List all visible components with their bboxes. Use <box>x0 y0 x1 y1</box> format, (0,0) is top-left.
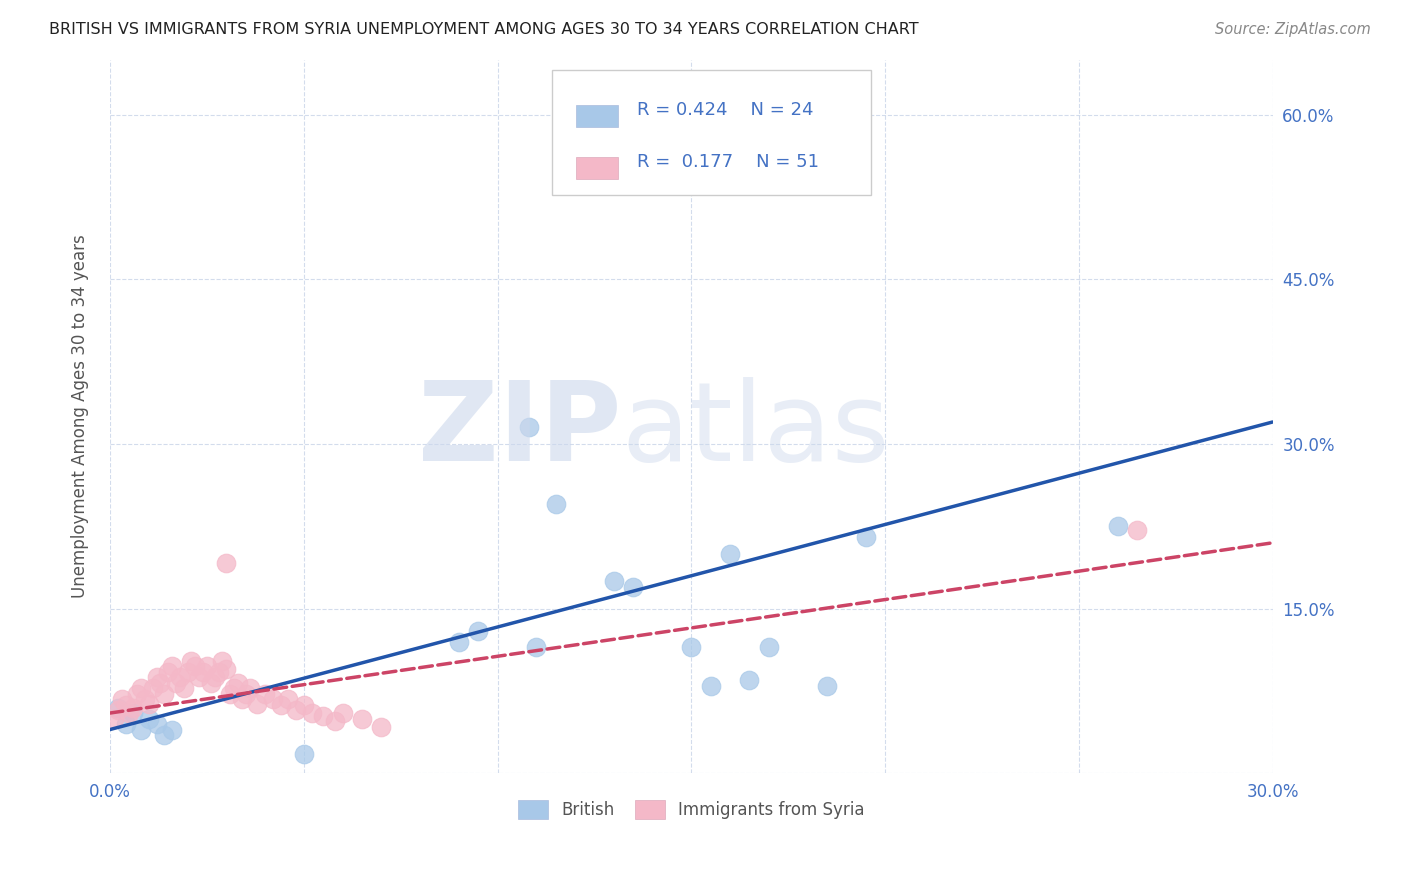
Point <box>165 676 187 690</box>
Point <box>215 662 238 676</box>
Point <box>226 676 249 690</box>
Point <box>621 580 644 594</box>
Point <box>129 681 152 695</box>
FancyBboxPatch shape <box>576 105 619 128</box>
Point <box>285 703 308 717</box>
Point <box>157 665 180 680</box>
Point <box>332 706 354 720</box>
Point <box>235 687 257 701</box>
Point <box>191 665 214 680</box>
Point <box>292 698 315 713</box>
Point <box>447 634 470 648</box>
Point <box>211 654 233 668</box>
Text: R = 0.424    N = 24: R = 0.424 N = 24 <box>637 101 813 119</box>
Text: Source: ZipAtlas.com: Source: ZipAtlas.com <box>1215 22 1371 37</box>
Text: atlas: atlas <box>621 377 890 484</box>
Point <box>815 679 838 693</box>
Point <box>114 717 136 731</box>
Point <box>758 640 780 654</box>
Point <box>188 670 211 684</box>
Point <box>142 681 165 695</box>
Point <box>277 691 299 706</box>
Point <box>169 670 191 684</box>
Legend: British, Immigrants from Syria: British, Immigrants from Syria <box>512 793 872 826</box>
Point <box>204 670 226 684</box>
Point <box>114 698 136 713</box>
Point <box>855 530 877 544</box>
Point <box>524 640 547 654</box>
Point <box>184 658 207 673</box>
Point <box>129 723 152 737</box>
Point <box>138 712 160 726</box>
Point <box>323 714 346 728</box>
Point <box>219 687 242 701</box>
Point <box>145 717 167 731</box>
Point <box>127 687 149 701</box>
Text: R =  0.177    N = 51: R = 0.177 N = 51 <box>637 153 818 171</box>
Point <box>160 658 183 673</box>
Point <box>149 676 172 690</box>
FancyBboxPatch shape <box>576 157 619 179</box>
Point <box>107 703 129 717</box>
Point <box>111 691 134 706</box>
Point <box>180 654 202 668</box>
FancyBboxPatch shape <box>551 70 872 195</box>
Point <box>718 547 741 561</box>
Point <box>231 691 253 706</box>
Point <box>1126 523 1149 537</box>
Point <box>176 665 198 680</box>
Point <box>145 670 167 684</box>
Point <box>122 706 145 720</box>
Point <box>370 720 392 734</box>
Point <box>292 747 315 761</box>
Point <box>215 556 238 570</box>
Point <box>699 679 721 693</box>
Point <box>138 698 160 712</box>
Point <box>118 706 141 720</box>
Point <box>207 665 229 680</box>
Point <box>738 673 761 687</box>
Point <box>107 700 129 714</box>
Point <box>160 723 183 737</box>
Point <box>200 676 222 690</box>
Text: BRITISH VS IMMIGRANTS FROM SYRIA UNEMPLOYMENT AMONG AGES 30 TO 34 YEARS CORRELAT: BRITISH VS IMMIGRANTS FROM SYRIA UNEMPLO… <box>49 22 920 37</box>
Point <box>544 497 567 511</box>
Point <box>173 681 195 695</box>
Point <box>517 420 540 434</box>
Point <box>153 687 176 701</box>
Point <box>603 574 626 589</box>
Point <box>467 624 489 638</box>
Point <box>103 712 125 726</box>
Point <box>222 681 245 695</box>
Text: ZIP: ZIP <box>418 377 621 484</box>
Point <box>246 698 269 712</box>
Y-axis label: Unemployment Among Ages 30 to 34 years: Unemployment Among Ages 30 to 34 years <box>72 235 89 599</box>
Point <box>350 712 373 726</box>
Point <box>254 687 277 701</box>
Point <box>122 700 145 714</box>
Point <box>1107 519 1129 533</box>
Point <box>153 728 176 742</box>
Point <box>301 706 323 720</box>
Point <box>681 640 703 654</box>
Point <box>134 691 156 706</box>
Point <box>195 658 218 673</box>
Point <box>312 709 335 723</box>
Point <box>239 681 262 695</box>
Point <box>262 691 284 706</box>
Point <box>270 698 292 713</box>
